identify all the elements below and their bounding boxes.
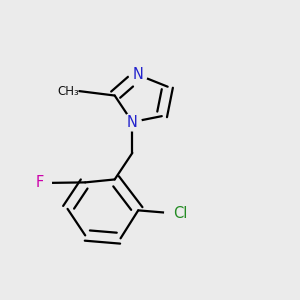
Text: CH₃: CH₃	[58, 85, 79, 98]
Circle shape	[129, 66, 147, 84]
Circle shape	[124, 113, 141, 131]
Circle shape	[37, 176, 51, 190]
Text: N: N	[127, 115, 138, 130]
Text: Cl: Cl	[174, 206, 188, 221]
Text: F: F	[36, 176, 44, 190]
Circle shape	[165, 205, 182, 222]
Text: N: N	[133, 68, 144, 82]
